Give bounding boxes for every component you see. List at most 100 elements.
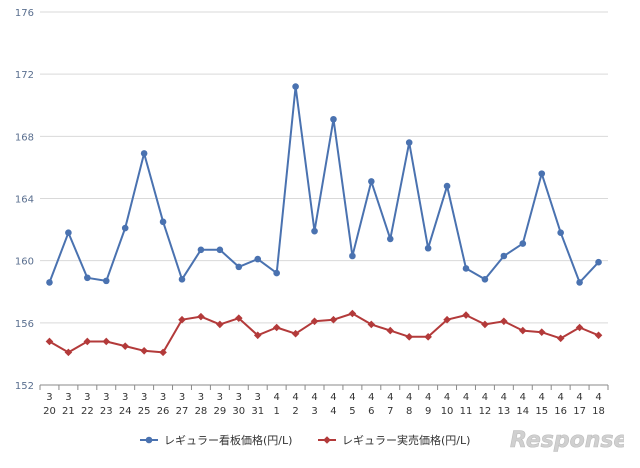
x-tick-label-month: 3 — [122, 392, 128, 403]
x-tick-label-day: 1 — [273, 406, 279, 417]
x-tick-label-day: 25 — [138, 406, 151, 417]
x-tick-label-month: 3 — [160, 392, 166, 403]
data-point-series-1 — [197, 246, 205, 254]
x-tick-label-day: 16 — [554, 406, 567, 417]
x-tick-label-day: 31 — [251, 406, 264, 417]
x-tick-label-day: 10 — [441, 406, 454, 417]
x-tick-label-day: 28 — [195, 406, 208, 417]
y-tick-label: 172 — [15, 70, 34, 81]
data-point-series-1 — [273, 269, 280, 277]
data-point-series-2 — [519, 326, 527, 335]
x-tick-label-month: 4 — [557, 392, 563, 403]
x-tick-label-day: 8 — [406, 406, 412, 417]
data-point-series-1 — [178, 276, 186, 283]
data-point-series-1 — [500, 252, 508, 260]
data-point-series-1 — [235, 263, 243, 271]
data-point-series-2 — [121, 342, 129, 350]
data-point-series-2 — [178, 315, 186, 324]
x-tick-label-month: 3 — [46, 392, 52, 403]
x-tick-label-day: 9 — [425, 406, 431, 417]
data-point-series-2 — [235, 314, 243, 322]
x-tick-label-day: 15 — [535, 406, 548, 417]
series-line-2 — [49, 312, 599, 354]
data-point-series-1 — [121, 224, 129, 232]
data-point-series-2 — [424, 333, 432, 341]
data-point-series-1 — [386, 235, 394, 243]
legend-item-2: レギュラー実売価格(円/L) — [318, 433, 470, 447]
y-tick-label: 152 — [15, 381, 34, 392]
x-tick-label-month: 4 — [330, 392, 336, 403]
y-tick-label: 176 — [15, 8, 34, 19]
data-point-series-2 — [556, 334, 565, 343]
x-tick-label-month: 4 — [406, 392, 412, 403]
x-tick-label-month: 3 — [179, 392, 185, 403]
response-logo: Response. — [506, 424, 637, 458]
y-tick-label: 164 — [15, 195, 34, 206]
data-point-series-2 — [253, 331, 262, 340]
x-tick-label-month: 3 — [198, 392, 204, 403]
legend-marker — [323, 436, 331, 444]
x-tick-label-month: 3 — [103, 392, 109, 403]
data-point-series-1 — [538, 170, 546, 177]
legend-label: レギュラー実売価格(円/L) — [342, 433, 470, 447]
data-point-series-1 — [330, 115, 337, 123]
x-tick-label-month: 3 — [217, 392, 223, 403]
data-point-series-2 — [329, 315, 338, 324]
data-point-series-1 — [65, 229, 72, 236]
data-point-series-1 — [519, 240, 527, 247]
x-tick-label-month: 4 — [425, 392, 431, 403]
x-tick-label-day: 2 — [292, 406, 298, 417]
series-line-1 — [48, 85, 600, 284]
x-tick-label-day: 29 — [213, 406, 226, 417]
x-tick-label-day: 3 — [311, 406, 317, 417]
data-point-series-1 — [368, 178, 375, 185]
data-point-series-2 — [348, 309, 357, 318]
legend-label: レギュラー看板価格(円/L) — [164, 433, 292, 447]
data-point-series-1 — [405, 139, 413, 146]
x-tick-label-day: 5 — [349, 406, 355, 417]
data-point-series-2 — [500, 317, 508, 326]
x-tick-label-day: 13 — [497, 406, 510, 417]
data-point-series-1 — [349, 252, 356, 260]
x-tick-label-day: 7 — [387, 406, 393, 417]
data-point-series-2 — [594, 331, 603, 340]
data-point-series-2 — [405, 333, 413, 341]
x-tick-label-day: 12 — [479, 406, 492, 417]
data-point-series-1 — [424, 244, 432, 252]
series-markers — [45, 83, 603, 357]
data-point-series-2 — [272, 323, 281, 332]
data-point-series-1 — [46, 279, 53, 286]
gridlines — [40, 11, 608, 386]
y-tick-label: 160 — [15, 257, 34, 268]
data-point-series-1 — [595, 258, 602, 266]
x-tick-label-month: 4 — [576, 392, 582, 403]
data-point-series-1 — [159, 218, 167, 226]
x-tick-label-day: 22 — [81, 406, 94, 417]
data-point-series-2 — [140, 347, 148, 355]
data-point-series-2 — [197, 312, 205, 321]
x-tick-label-month: 3 — [141, 392, 147, 403]
data-point-series-2 — [102, 337, 111, 346]
x-tick-label-month: 4 — [387, 392, 393, 403]
data-point-series-1 — [254, 255, 262, 263]
data-point-series-1 — [140, 150, 148, 157]
data-point-series-1 — [216, 246, 224, 254]
legend: レギュラー看板価格(円/L) レギュラー実売価格(円/L) — [140, 433, 470, 447]
data-point-series-1 — [557, 229, 564, 236]
x-tick-label-month: 4 — [539, 392, 545, 403]
y-tick-label: 156 — [15, 319, 34, 330]
data-point-series-1 — [84, 274, 91, 282]
x-tick-label-month: 4 — [501, 392, 507, 403]
data-point-series-2 — [575, 323, 584, 332]
axes: 1521561601641681721763203213223233243253… — [15, 8, 609, 417]
series-lines — [48, 85, 600, 354]
x-tick-label-month: 3 — [236, 392, 242, 403]
x-tick-label-month: 4 — [273, 392, 279, 403]
x-tick-label-day: 30 — [232, 406, 245, 417]
x-tick-label-month: 4 — [463, 392, 469, 403]
x-tick-label-month: 3 — [255, 392, 261, 403]
svg-text:Response.: Response. — [510, 428, 624, 453]
data-point-series-1 — [481, 276, 489, 283]
x-tick-label-day: 26 — [157, 406, 170, 417]
